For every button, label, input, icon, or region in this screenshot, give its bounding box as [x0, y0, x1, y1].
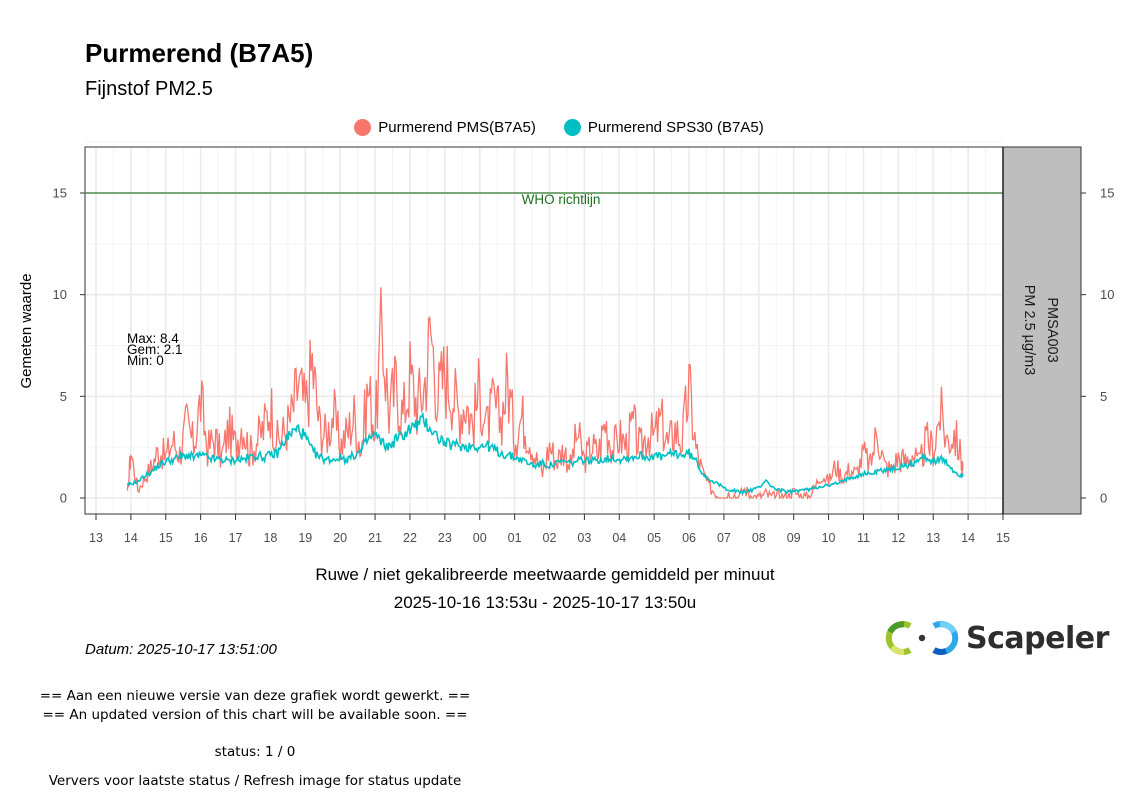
- notice-dutch: == Aan een nieuwe versie van deze grafie…: [39, 688, 471, 704]
- x-axis-label: Ruwe / niet gekalibreerde meetwaarde gem…: [315, 565, 775, 584]
- x-tick-label: 14: [961, 531, 975, 545]
- y-tick-label-right: 15: [1100, 186, 1114, 201]
- x-tick-label: 03: [577, 531, 591, 545]
- series-line-sps30: [127, 411, 964, 496]
- x-tick-label: 11: [857, 531, 870, 545]
- datum-label: Datum: 2025-10-17 13:51:00: [85, 641, 277, 658]
- x-tick-label: 13: [89, 531, 103, 545]
- x-tick-label: 15: [159, 531, 173, 545]
- y-axis-label: Gemeten waarde: [18, 273, 35, 388]
- status-text: status: 1 / 0: [214, 744, 296, 760]
- y-tick-label-left: 5: [60, 389, 67, 404]
- x-tick-label: 06: [682, 531, 696, 545]
- x-tick-label: 14: [124, 531, 138, 545]
- legend-item-sps30: Purmerend SPS30 (B7A5): [563, 119, 764, 136]
- stat-mean: Gem: 2.1: [127, 342, 183, 357]
- legend-dot-pms: [354, 119, 372, 136]
- x-tick-label: 13: [926, 531, 940, 545]
- x-tick-label: 09: [787, 531, 801, 545]
- y-tick-label-left: 10: [53, 287, 67, 302]
- chart: WHO richtlijn Max: 8.4 Gem: 2.1 Min: 0 P…: [18, 141, 1114, 545]
- legend-label-sps30: Purmerend SPS30 (B7A5): [587, 119, 764, 136]
- who-label: WHO richtlijn: [522, 192, 601, 207]
- facet-strip: [1002, 146, 1082, 515]
- x-tick-label: 02: [543, 531, 557, 545]
- y-tick-label-right: 0: [1100, 491, 1107, 506]
- facet-strip-label-2: PM 2.5 µg/m3: [1021, 285, 1037, 376]
- y-tick-label-right: 5: [1100, 389, 1107, 404]
- y-tick-label-left: 0: [60, 491, 67, 506]
- x-tick-label: 07: [717, 531, 731, 545]
- facet-strip-label-1: PMSA003: [1044, 297, 1060, 362]
- y-tick-label-right: 10: [1100, 287, 1114, 302]
- chart-title: Purmerend (B7A5): [85, 38, 314, 68]
- scapeler-logo-text: Scapeler: [966, 620, 1109, 656]
- y-axis-left: 0 5 10 15: [53, 186, 85, 506]
- legend-label-pms: Purmerend PMS(B7A5): [378, 119, 536, 136]
- refresh-hint: Ververs voor laatste status / Refresh im…: [48, 773, 462, 789]
- x-tick-label: 12: [891, 531, 905, 545]
- x-tick-label: 01: [508, 531, 522, 545]
- x-tick-label: 18: [263, 531, 277, 545]
- stat-min: Min: 0: [127, 353, 164, 368]
- notice-english: == An updated version of this chart will…: [42, 707, 468, 723]
- y-tick-label-left: 15: [53, 186, 67, 201]
- x-tick-label: 05: [647, 531, 661, 545]
- time-range-label: 2025-10-16 13:53u - 2025-10-17 13:50u: [393, 593, 697, 612]
- x-tick-label: 15: [996, 531, 1010, 545]
- x-tick-label: 04: [612, 531, 626, 545]
- x-axis: 13 14 15 16 17 18 19 20 21 22 23 00 01 02 03 04 05 06 07 08…: [89, 514, 1010, 545]
- legend-item-pms: Purmerend PMS(B7A5): [354, 119, 536, 136]
- legend: Purmerend PMS(B7A5) Purmerend SPS30 (B7A…: [0, 119, 1140, 136]
- chart-subtitle: Fijnstof PM2.5: [85, 78, 213, 100]
- x-tick-label: 22: [403, 531, 417, 545]
- x-tick-label: 10: [822, 531, 836, 545]
- x-tick-label: 00: [473, 531, 487, 545]
- x-tick-label: 19: [298, 531, 312, 545]
- x-tick-label: 23: [438, 531, 452, 545]
- stat-max: Max: 8.4: [127, 331, 179, 346]
- x-tick-label: 17: [229, 531, 243, 545]
- x-tick-label: 16: [194, 531, 208, 545]
- scapeler-logo: Scapeler: [884, 618, 1109, 658]
- x-tick-label: 20: [333, 531, 347, 545]
- x-tick-label: 08: [752, 531, 766, 545]
- legend-dot-sps30: [563, 119, 581, 136]
- series-line-pms: [126, 287, 964, 501]
- scapeler-logo-icon: [885, 621, 959, 656]
- y-axis-right: 0 5 10 15: [1081, 186, 1114, 506]
- x-tick-label: 21: [368, 531, 382, 545]
